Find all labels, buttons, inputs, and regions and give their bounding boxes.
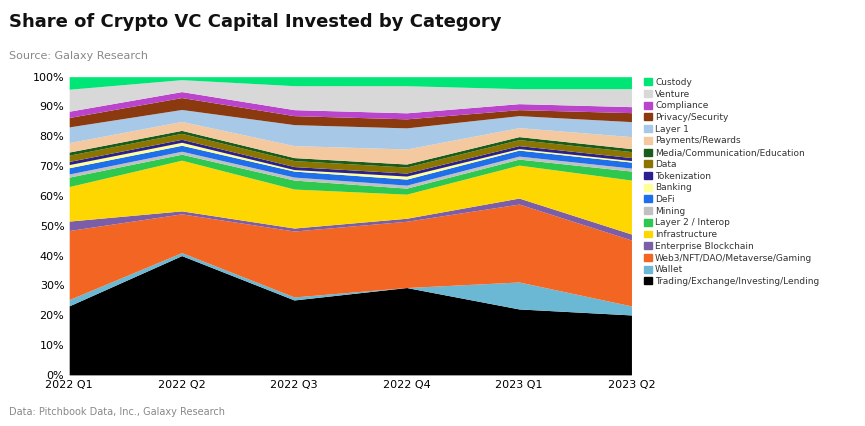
Text: Data: Pitchbook Data, Inc., Galaxy Research: Data: Pitchbook Data, Inc., Galaxy Resea… [9, 408, 225, 417]
Text: Share of Crypto VC Capital Invested by Category: Share of Crypto VC Capital Invested by C… [9, 13, 501, 31]
Text: Source: Galaxy Research: Source: Galaxy Research [9, 51, 148, 61]
Legend: Custody, Venture, Compliance, Privacy/Security, Layer 1, Payments/Rewards, Media: Custody, Venture, Compliance, Privacy/Se… [642, 75, 822, 289]
